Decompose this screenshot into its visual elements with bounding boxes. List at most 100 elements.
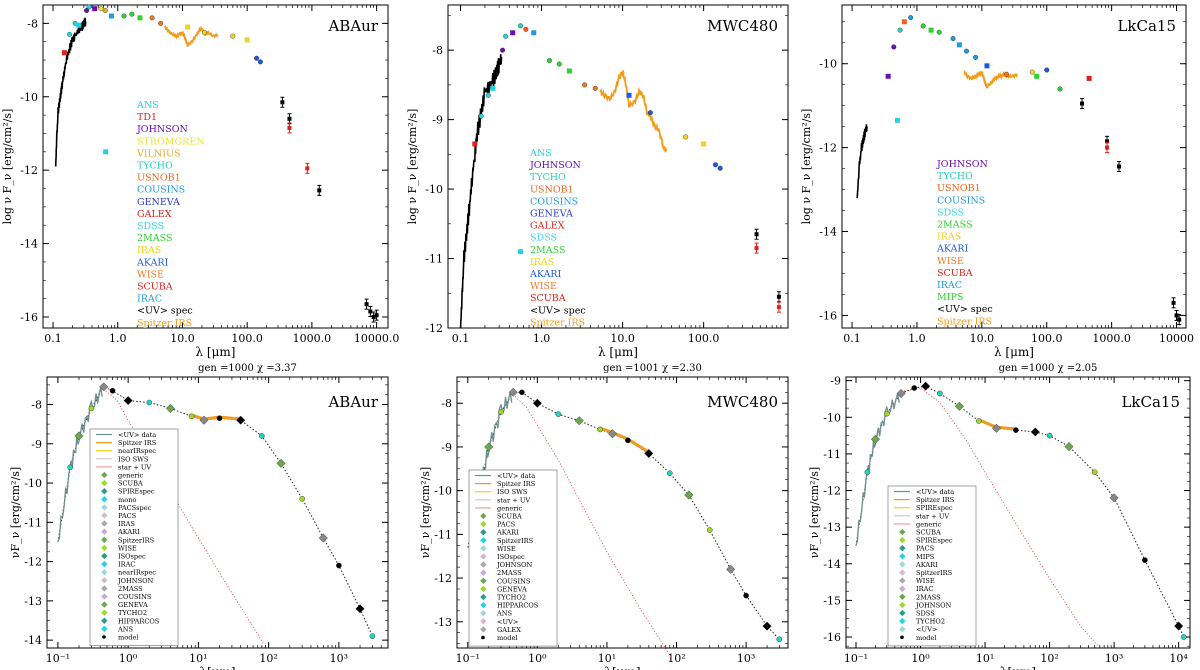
y-tick-label: -12 <box>24 556 42 569</box>
legend-marker <box>480 593 487 601</box>
data-point <box>950 36 956 42</box>
data-point <box>523 26 529 32</box>
data-point <box>355 604 365 614</box>
uv-data-line <box>855 393 900 546</box>
legend-entry: IRAS <box>118 520 135 528</box>
legend-entry: PACSspec <box>118 504 152 512</box>
data-point <box>137 15 143 21</box>
data-point <box>743 592 749 599</box>
data-point <box>883 410 890 417</box>
legend-entry: generic <box>916 520 942 528</box>
legend-entry: 2MASS <box>530 245 565 256</box>
y-tick-label: -12 <box>819 142 837 155</box>
data-point <box>484 442 494 452</box>
data-point <box>607 429 617 439</box>
legend-marker <box>480 618 487 625</box>
legend-entry: JOHNSON <box>136 124 188 135</box>
data-point <box>305 166 310 171</box>
legend-entry: 2MASS <box>137 233 172 244</box>
legend-marker <box>102 635 106 639</box>
data-point <box>121 13 127 19</box>
data-point <box>165 403 175 413</box>
data-point <box>776 305 781 310</box>
data-point <box>374 313 379 318</box>
legend-entry: model <box>118 634 138 642</box>
data-point <box>1086 75 1092 81</box>
x-tick-label: 10² <box>259 652 277 665</box>
data-point <box>88 405 95 412</box>
legend-entry: SCUBA <box>916 529 941 537</box>
legend-entry: SPIREspec <box>118 488 155 496</box>
legend-entry: TYCHO <box>530 172 566 183</box>
legend-marker <box>899 561 906 568</box>
legend-marker <box>480 545 487 552</box>
data-point <box>864 469 871 476</box>
legend-entry: COUSINS <box>497 577 531 585</box>
x-axis-label: λ [μm] <box>994 345 1034 359</box>
spectrum-line <box>164 25 219 48</box>
data-point <box>776 636 783 643</box>
data-point <box>701 141 707 147</box>
legend-entry: IRAS <box>530 257 554 268</box>
data-point <box>287 125 292 130</box>
legend-entry: SCUBA <box>118 480 143 488</box>
legend-marker <box>899 553 906 560</box>
legend-entry: mono <box>118 496 136 504</box>
x-tick-label: 1.0 <box>533 332 551 345</box>
legend-entry: AKARI <box>117 528 140 536</box>
plot-frame <box>42 4 389 329</box>
legend-marker <box>480 569 487 576</box>
data-point <box>103 149 109 155</box>
chart-panel-top-mwc480: 0.1 1.0 10.0 100.0 -12 -11 -10 -9 -8 λ [μm] log ν … <box>406 4 789 359</box>
data-point <box>216 415 223 422</box>
data-point <box>76 22 82 28</box>
legend-entry: SDSS <box>530 233 557 244</box>
legend-entry: JOHNSON <box>529 160 581 171</box>
data-point <box>908 15 914 21</box>
legend-entry: VILNIUS <box>136 148 181 159</box>
y-tick-label: -11 <box>24 516 42 529</box>
y-tick-label: -12 <box>434 572 452 585</box>
spitzer-irs-line <box>599 426 650 454</box>
data-point <box>928 27 934 33</box>
legend-entry: star + UV <box>497 496 530 504</box>
data-point <box>518 23 523 29</box>
data-point <box>146 399 153 406</box>
legend-entry: SDSS <box>937 207 964 218</box>
data-point <box>188 413 195 420</box>
y-tick-label: -12 <box>823 485 841 498</box>
y-axis-label: νF_ν [erg/cm²/s] <box>419 467 432 558</box>
data-point <box>597 426 603 433</box>
data-point <box>108 13 114 19</box>
legend-entry: SPIREspec <box>916 537 953 545</box>
legend-entry: Spitzer IRS <box>497 480 536 488</box>
data-point <box>991 423 1001 433</box>
y-axis-label: log ν F_ν [erg/cm²/s] <box>406 109 419 225</box>
y-tick-label: -12 <box>425 322 443 335</box>
legend-marker <box>899 545 906 552</box>
data-point <box>556 61 562 67</box>
x-tick-label: 10⁻¹ <box>456 652 480 665</box>
legend-entry: Spitzer IRS <box>937 316 992 327</box>
y-tick-label: -11 <box>425 253 443 266</box>
legend-entry: <UV> spec <box>530 305 586 316</box>
legend-marker <box>899 569 906 576</box>
data-point <box>921 381 931 391</box>
data-point <box>1177 317 1182 322</box>
legend-entry: SCUBA <box>937 268 973 279</box>
legend-entry: <UV> spec <box>137 306 193 317</box>
star-model-line <box>901 387 1098 646</box>
legend-entry: PACS <box>916 545 935 553</box>
legend-marker <box>899 626 906 633</box>
plot-frame <box>447 4 789 329</box>
data-point <box>1105 145 1110 150</box>
data-point <box>102 8 108 13</box>
spectrum-line <box>599 70 668 154</box>
data-point <box>472 141 478 147</box>
legend-entry: JOHNSON <box>496 561 532 569</box>
data-point <box>546 58 552 64</box>
data-point <box>368 309 373 314</box>
data-point <box>369 633 376 640</box>
legend-marker <box>480 537 487 544</box>
